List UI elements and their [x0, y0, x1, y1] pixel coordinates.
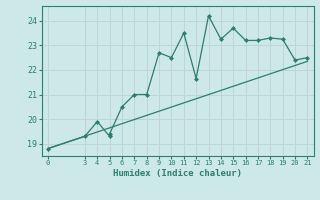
X-axis label: Humidex (Indice chaleur): Humidex (Indice chaleur) [113, 169, 242, 178]
